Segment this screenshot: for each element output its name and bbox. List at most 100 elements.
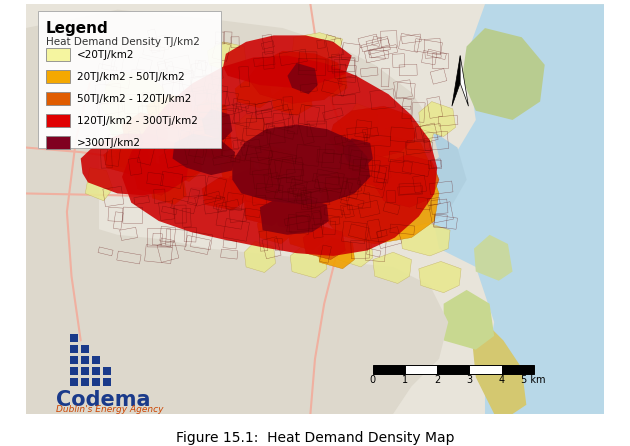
Bar	[92, 356, 100, 364]
Polygon shape	[134, 162, 175, 195]
Polygon shape	[165, 151, 200, 182]
Text: 50TJ/km2 - 120TJ/km2: 50TJ/km2 - 120TJ/km2	[77, 94, 192, 104]
Text: Figure 15.1:  Heat Demand Density Map: Figure 15.1: Heat Demand Density Map	[176, 430, 454, 445]
Polygon shape	[26, 212, 448, 414]
Bar	[81, 367, 89, 376]
Polygon shape	[159, 146, 202, 180]
Bar	[46, 136, 70, 149]
Text: 20TJ/km2 - 50TJ/km2: 20TJ/km2 - 50TJ/km2	[77, 72, 185, 82]
Polygon shape	[85, 168, 113, 201]
Polygon shape	[223, 35, 352, 88]
Polygon shape	[244, 241, 275, 273]
Polygon shape	[173, 134, 235, 175]
Bar	[373, 365, 405, 374]
Polygon shape	[419, 261, 461, 293]
Polygon shape	[373, 155, 439, 207]
Polygon shape	[81, 134, 189, 195]
Text: 1: 1	[402, 376, 408, 385]
Polygon shape	[257, 213, 292, 244]
Polygon shape	[419, 102, 455, 136]
Bar	[81, 378, 89, 386]
Polygon shape	[104, 140, 149, 175]
Bar	[103, 367, 111, 376]
Polygon shape	[329, 106, 416, 158]
Text: Codema: Codema	[56, 390, 151, 410]
Polygon shape	[309, 66, 347, 97]
Polygon shape	[235, 78, 272, 108]
Polygon shape	[191, 187, 384, 204]
Bar	[70, 345, 78, 353]
Polygon shape	[352, 129, 467, 235]
Bar	[81, 345, 89, 353]
Text: Dublin's Energy Agency: Dublin's Energy Agency	[56, 405, 163, 414]
Polygon shape	[318, 238, 355, 269]
Bar	[70, 334, 78, 342]
Bar	[46, 70, 70, 83]
Polygon shape	[220, 155, 255, 186]
Polygon shape	[232, 124, 370, 204]
Polygon shape	[303, 226, 345, 260]
Polygon shape	[460, 56, 469, 106]
Polygon shape	[151, 173, 186, 204]
Polygon shape	[147, 94, 193, 129]
Bar	[26, 83, 99, 248]
Polygon shape	[101, 72, 168, 140]
Polygon shape	[202, 109, 232, 140]
Polygon shape	[352, 136, 430, 192]
Bar	[46, 92, 70, 105]
Polygon shape	[202, 177, 246, 210]
Bar	[405, 365, 437, 374]
Bar	[501, 365, 534, 374]
Polygon shape	[26, 10, 439, 166]
Bar	[70, 378, 78, 386]
Polygon shape	[349, 152, 391, 186]
Bar	[92, 367, 100, 376]
Text: Legend: Legend	[46, 21, 108, 36]
Polygon shape	[287, 63, 318, 94]
Bar	[70, 367, 78, 376]
Polygon shape	[336, 234, 373, 267]
Polygon shape	[287, 219, 324, 250]
Polygon shape	[343, 138, 373, 168]
Polygon shape	[175, 124, 205, 155]
Text: 2: 2	[434, 376, 440, 385]
Polygon shape	[384, 122, 435, 155]
Polygon shape	[193, 100, 227, 131]
Polygon shape	[471, 322, 526, 414]
Text: 4: 4	[498, 376, 505, 385]
Polygon shape	[275, 198, 327, 232]
Polygon shape	[292, 33, 343, 63]
Polygon shape	[373, 252, 411, 284]
Polygon shape	[401, 223, 450, 256]
Text: >300TJ/km2: >300TJ/km2	[77, 138, 141, 148]
Polygon shape	[290, 245, 327, 278]
Polygon shape	[257, 146, 292, 177]
Polygon shape	[122, 56, 437, 256]
Polygon shape	[177, 124, 232, 158]
Polygon shape	[235, 115, 266, 146]
Polygon shape	[452, 56, 460, 106]
Bar	[92, 378, 100, 386]
Bar	[469, 365, 501, 374]
Polygon shape	[244, 192, 285, 226]
Polygon shape	[319, 157, 439, 244]
Polygon shape	[116, 140, 156, 172]
Polygon shape	[430, 4, 604, 414]
Polygon shape	[474, 235, 513, 281]
Polygon shape	[207, 42, 246, 72]
Polygon shape	[106, 88, 189, 152]
Bar	[46, 48, 70, 61]
Text: <20TJ/km2: <20TJ/km2	[77, 50, 135, 60]
Polygon shape	[122, 112, 168, 148]
Bar	[81, 356, 89, 364]
Bar	[437, 365, 469, 374]
Bar	[70, 356, 78, 364]
Text: 0: 0	[370, 376, 376, 385]
Polygon shape	[462, 28, 545, 120]
Text: 5 km: 5 km	[522, 376, 546, 385]
Text: 120TJ/km2 - 300Tj/km2: 120TJ/km2 - 300Tj/km2	[77, 116, 198, 126]
Polygon shape	[444, 290, 494, 350]
Polygon shape	[349, 103, 379, 136]
Text: 3: 3	[466, 376, 472, 385]
FancyBboxPatch shape	[38, 11, 221, 149]
